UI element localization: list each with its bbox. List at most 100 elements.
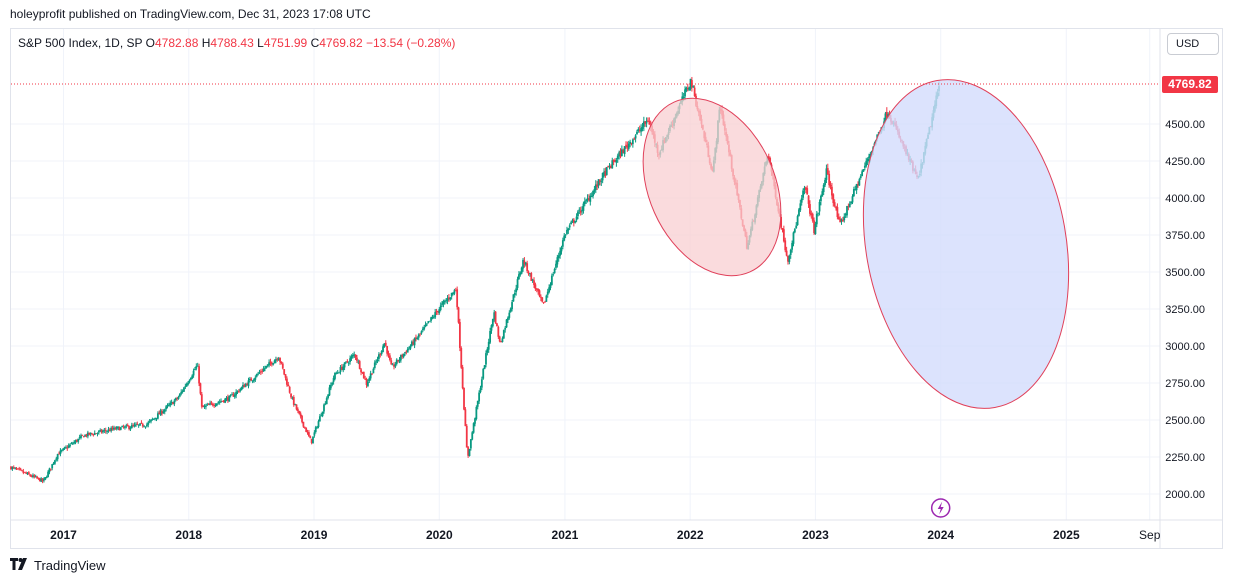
candle-body <box>469 439 472 449</box>
y-tick-label: 4500.00 <box>1165 119 1205 131</box>
candle-body <box>225 397 228 400</box>
candle-body <box>839 218 842 223</box>
candle-body <box>217 402 220 404</box>
candle-body <box>397 359 400 362</box>
candle-body <box>423 326 426 330</box>
candle-body <box>832 194 835 204</box>
candle-body <box>567 228 570 231</box>
candle-body <box>522 259 524 269</box>
candle-body <box>487 341 490 350</box>
candle-body <box>71 443 74 445</box>
candle-body <box>538 290 541 297</box>
candle-body <box>619 150 622 157</box>
candle-body <box>373 362 376 368</box>
candle-body <box>250 378 253 381</box>
candle-body <box>402 353 405 358</box>
candle-body <box>99 430 102 431</box>
candle-body <box>520 267 523 274</box>
red-ellipse-drawing[interactable] <box>617 76 808 297</box>
candle-body <box>427 321 430 324</box>
candle-body <box>377 354 380 359</box>
candle-body <box>541 297 544 302</box>
candle-body <box>556 257 559 265</box>
candle-body <box>445 300 448 302</box>
candle-body <box>26 472 29 475</box>
candle-body <box>221 400 224 402</box>
candle-body <box>237 391 240 392</box>
candle-body <box>288 386 291 393</box>
candle-body <box>114 428 117 430</box>
candle-body <box>15 468 18 470</box>
currency-button[interactable]: USD <box>1167 33 1219 55</box>
lightning-icon[interactable] <box>930 498 951 518</box>
candle-body <box>361 371 364 373</box>
candle-body <box>398 359 401 362</box>
candle-body <box>240 387 243 390</box>
candle-body <box>364 378 367 380</box>
candle-body <box>684 89 686 97</box>
candle-body <box>213 405 216 407</box>
candle-body <box>272 363 275 365</box>
candle-body <box>136 423 139 425</box>
blue-ellipse-drawing[interactable] <box>839 63 1094 425</box>
candle-body <box>340 366 343 370</box>
candle-body <box>93 432 96 435</box>
candle-body <box>184 386 187 388</box>
candle-body <box>113 427 115 430</box>
candle-body <box>216 403 218 406</box>
candle-body <box>155 417 158 419</box>
symbol-title[interactable]: S&P 500 Index, 1D, SP <box>18 36 143 50</box>
candle-body <box>327 394 330 398</box>
candle-body <box>496 323 498 327</box>
tradingview-brand[interactable]: TradingView <box>10 558 106 573</box>
candle-body <box>270 362 273 365</box>
candle-body <box>648 121 651 125</box>
candle-body <box>524 262 527 265</box>
candle-body <box>147 422 150 425</box>
candle-body <box>343 362 346 368</box>
candle-body <box>52 463 55 465</box>
candle-body <box>51 464 54 469</box>
candle-body <box>390 360 393 365</box>
candle-body <box>686 88 689 89</box>
candle-body <box>627 143 630 149</box>
candle-body <box>789 249 792 255</box>
candle-body <box>19 468 22 470</box>
candle-body <box>405 351 408 353</box>
candle-body <box>682 96 685 98</box>
candle-body <box>780 216 783 228</box>
candle-body <box>553 268 556 274</box>
candle-body <box>689 78 692 89</box>
candle-body <box>224 398 227 403</box>
candle-body <box>468 448 471 456</box>
candle-body <box>318 416 321 422</box>
candle-body <box>350 356 353 359</box>
candle-body <box>309 436 312 439</box>
candle-body <box>482 368 485 379</box>
candle-body <box>631 139 634 145</box>
candle-body <box>557 255 560 258</box>
candle-body <box>103 430 106 431</box>
candle-body <box>507 317 509 321</box>
candle-body <box>154 418 157 419</box>
candle-body <box>177 397 180 400</box>
candle-body <box>561 240 564 247</box>
candle-body <box>178 393 181 397</box>
candle-body <box>266 364 269 366</box>
candle-body <box>788 255 791 262</box>
candle-body <box>501 338 504 342</box>
candle-body <box>518 274 520 280</box>
candle-body <box>869 153 872 158</box>
candle-body <box>303 426 306 428</box>
candle-body <box>152 418 155 420</box>
candle-body <box>323 404 325 412</box>
candle-body <box>128 426 130 429</box>
candle-body <box>297 409 299 411</box>
candle-body <box>458 322 461 348</box>
candle-body <box>629 141 632 144</box>
candle-body <box>785 250 788 256</box>
candle-body <box>305 427 308 433</box>
candle-body <box>442 301 445 305</box>
candle-body <box>430 317 432 321</box>
